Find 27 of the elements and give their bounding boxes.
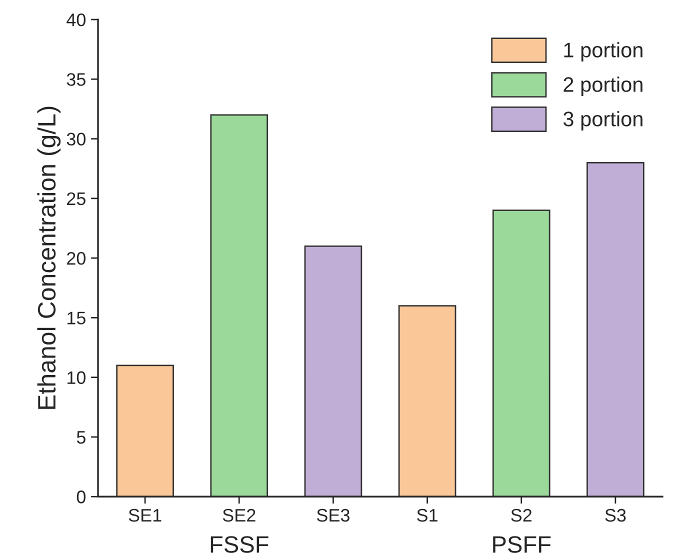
legend-label: 3 portion <box>563 111 642 131</box>
bar <box>398 305 456 497</box>
x-tick-label: SE2 <box>222 508 256 522</box>
y-tick-label: 10 <box>68 371 86 384</box>
bar <box>210 114 268 497</box>
legend-label: 2 portion <box>564 76 642 96</box>
bar <box>586 162 644 497</box>
x-tick-label: SE1 <box>128 508 162 522</box>
y-tick-label: 5 <box>76 431 86 444</box>
x-tick-label: S2 <box>511 508 532 522</box>
y-tick-label: 0 <box>76 490 86 504</box>
legend-label: 1 portion <box>564 42 642 62</box>
bar <box>492 210 550 497</box>
y-tick-label: 40 <box>66 13 86 26</box>
y-tick-label: 30 <box>66 132 86 146</box>
x-tick-label: SE3 <box>316 508 350 522</box>
bar <box>304 245 362 497</box>
text: FSSF <box>210 536 268 553</box>
y-axis-title: Ethanol Concentration (g/L) <box>37 106 61 409</box>
y-tick-label: 15 <box>68 312 86 324</box>
x-tick-label: S3 <box>605 508 626 522</box>
y-tick-label: 25 <box>67 192 86 206</box>
y-tick-label: 20 <box>67 252 86 265</box>
text: PSFF <box>493 536 551 553</box>
y-tick-label: 35 <box>66 73 86 86</box>
x-tick-label: S1 <box>417 508 438 522</box>
bar <box>116 364 174 497</box>
